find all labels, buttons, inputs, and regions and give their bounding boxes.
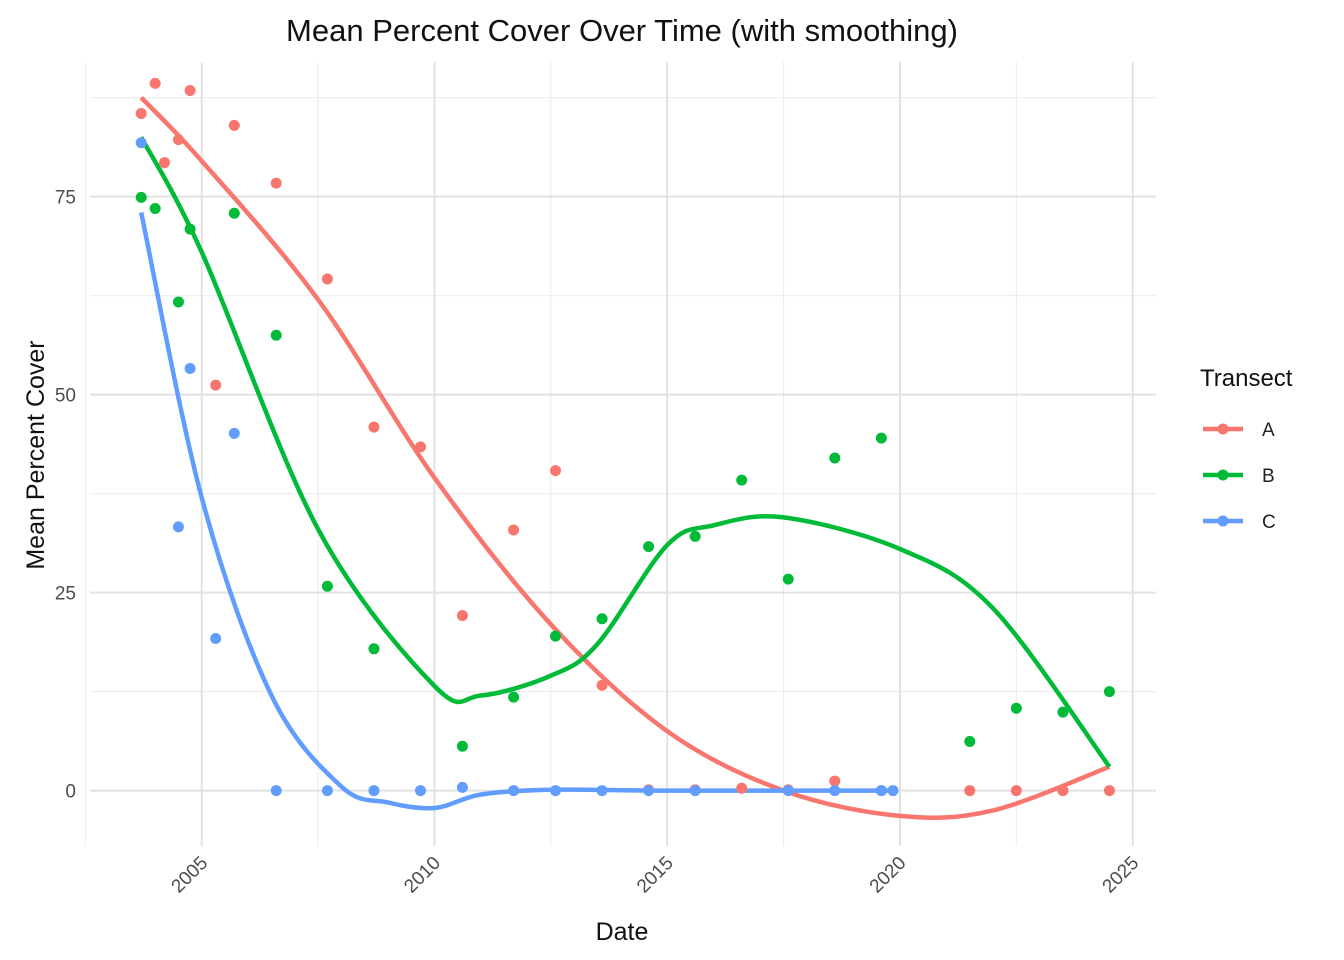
x-tick-label: 2025 xyxy=(1099,853,1144,898)
data-point-b xyxy=(1057,706,1069,718)
data-point-b xyxy=(321,580,333,592)
data-point-b xyxy=(829,452,841,464)
data-point-a xyxy=(829,775,841,787)
data-point-a xyxy=(368,421,380,433)
legend: Transect A B C xyxy=(1200,365,1293,533)
smooth-line-b xyxy=(139,136,1112,769)
data-point-b xyxy=(964,735,976,747)
data-point-a xyxy=(1103,785,1115,797)
data-point-c xyxy=(135,137,147,149)
y-tick-label: 75 xyxy=(55,188,76,209)
grid xyxy=(84,62,1156,846)
data-point-b xyxy=(456,740,468,752)
data-point-c xyxy=(415,785,427,797)
data-point-c xyxy=(228,427,240,439)
legend-key-point-a xyxy=(1217,423,1229,435)
data-point-c xyxy=(270,785,282,797)
data-point-a xyxy=(596,679,608,691)
data-point-c xyxy=(875,785,887,797)
data-point-b xyxy=(736,474,748,486)
data-point-b xyxy=(135,191,147,203)
legend-key-point-b xyxy=(1217,469,1229,481)
data-point-b xyxy=(1010,702,1022,714)
data-point-b xyxy=(172,296,184,308)
x-tick-label: 2020 xyxy=(866,853,911,898)
y-axis-title: Mean Percent Cover xyxy=(22,340,50,569)
data-point-a xyxy=(456,610,468,622)
data-point-a xyxy=(172,134,184,146)
data-point-a xyxy=(1057,785,1069,797)
data-point-b xyxy=(508,691,520,703)
data-point-b xyxy=(270,329,282,341)
data-point-c xyxy=(184,362,196,374)
legend-title: Transect xyxy=(1200,365,1293,392)
data-point-a xyxy=(270,177,282,189)
chart-title: Mean Percent Cover Over Time (with smoot… xyxy=(286,13,958,48)
data-point-c xyxy=(829,785,841,797)
data-point-a xyxy=(210,379,222,391)
data-point-c xyxy=(596,785,608,797)
data-point-c xyxy=(456,781,468,793)
data-point-b xyxy=(596,613,608,625)
data-point-a xyxy=(149,77,161,89)
data-point-c xyxy=(550,785,562,797)
data-point-a xyxy=(1010,785,1022,797)
smooth-line-a xyxy=(139,96,1111,820)
data-point-a xyxy=(415,441,427,453)
data-point-a xyxy=(550,465,562,477)
data-point-c xyxy=(643,785,655,797)
x-tick-label: 2010 xyxy=(400,853,445,898)
data-point-c xyxy=(321,785,333,797)
data-point-c xyxy=(508,785,520,797)
data-point-a xyxy=(736,782,748,794)
data-point-c xyxy=(689,785,701,797)
x-axis-title: Date xyxy=(596,918,649,946)
data-point-b xyxy=(368,643,380,655)
legend-label-b: B xyxy=(1262,466,1275,487)
legend-label-c: C xyxy=(1262,512,1276,533)
data-point-c xyxy=(210,633,222,645)
data-point-b xyxy=(550,630,562,642)
data-point-c xyxy=(887,785,899,797)
y-tick-label: 25 xyxy=(55,584,76,605)
data-point-b xyxy=(782,573,794,585)
data-point-b xyxy=(689,530,701,542)
y-tick-label: 50 xyxy=(55,386,76,407)
smooth-line-c xyxy=(138,212,894,811)
data-point-a xyxy=(321,273,333,285)
data-point-a xyxy=(158,157,170,169)
data-point-a xyxy=(964,785,976,797)
x-tick-label: 2005 xyxy=(168,853,213,898)
data-point-a xyxy=(184,85,196,97)
x-tick-label: 2015 xyxy=(633,853,678,898)
legend-label-a: A xyxy=(1262,420,1275,441)
data-point-b xyxy=(149,203,161,215)
data-point-a xyxy=(508,524,520,536)
y-tick-label: 0 xyxy=(65,782,76,803)
legend-key-point-c xyxy=(1217,515,1229,527)
data-point-b xyxy=(643,541,655,553)
x-axis-ticks: 2005 2010 2015 2020 2025 xyxy=(168,853,1144,898)
data-point-a xyxy=(135,107,147,119)
data-point-b xyxy=(184,223,196,235)
smooth-lines xyxy=(138,96,1112,820)
data-point-c xyxy=(172,521,184,533)
data-point-c xyxy=(782,785,794,797)
y-axis-ticks: 0 25 50 75 xyxy=(55,188,76,803)
data-point-b xyxy=(1103,686,1115,698)
data-point-c xyxy=(368,785,380,797)
data-points xyxy=(135,77,1115,797)
data-point-b xyxy=(228,207,240,219)
data-point-b xyxy=(875,432,887,444)
data-point-a xyxy=(228,119,240,131)
